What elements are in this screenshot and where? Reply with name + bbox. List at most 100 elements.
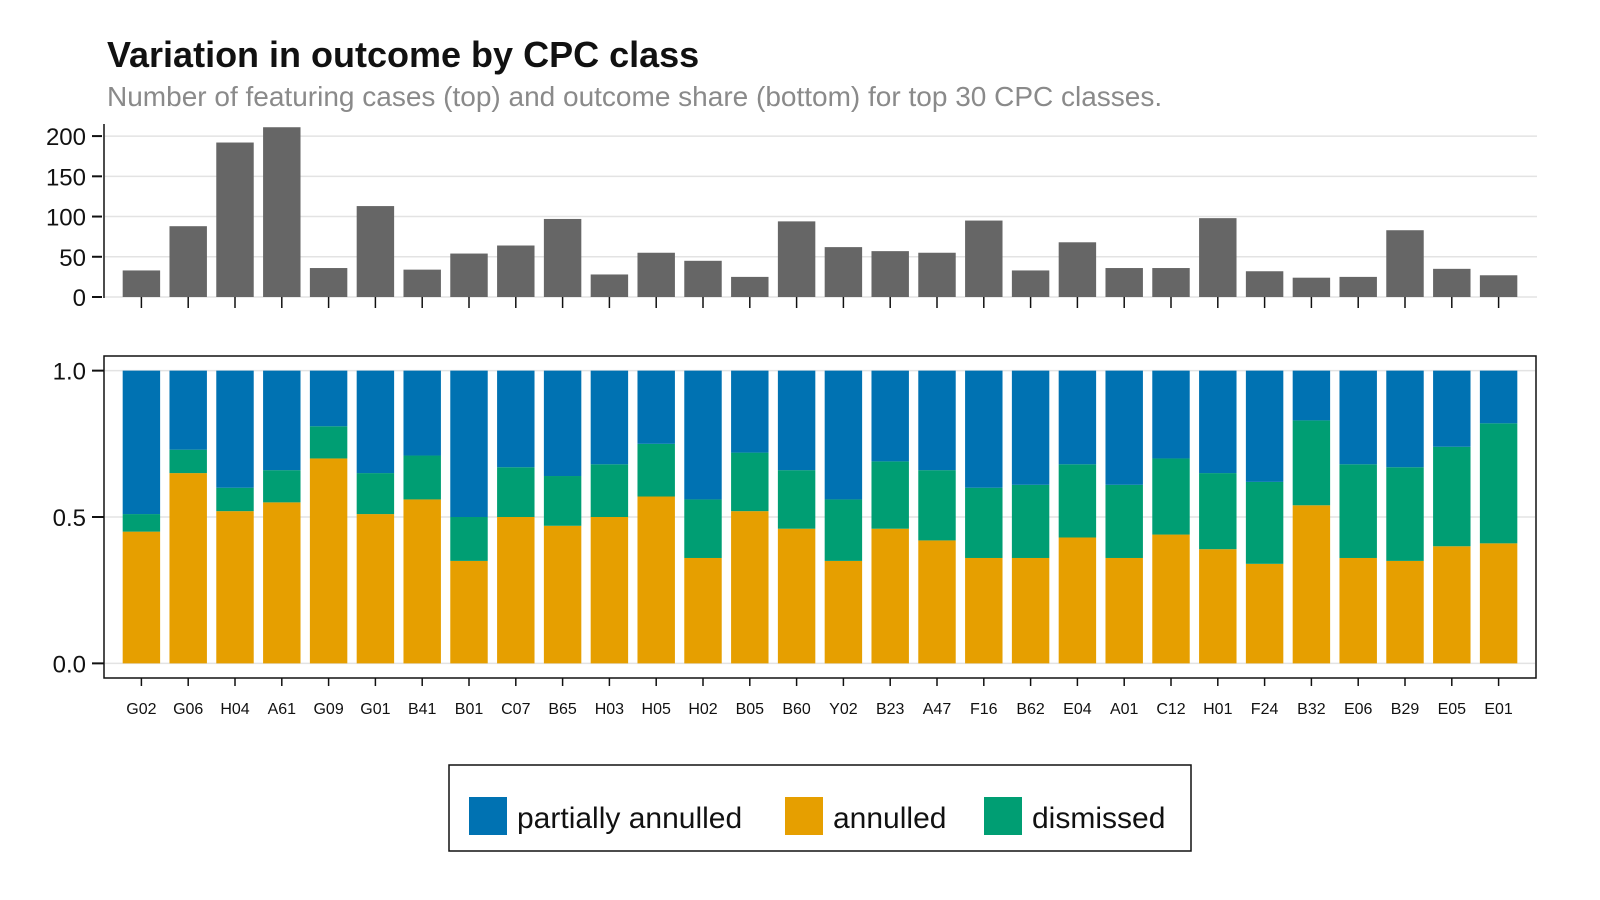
count-bar-B23 xyxy=(871,251,909,297)
count-bar-B01 xyxy=(450,253,488,297)
share-bar-dismissed-B05 xyxy=(731,452,769,512)
share-bar-annulled-C07 xyxy=(497,517,535,664)
share-bar-partially-annulled-F16 xyxy=(965,370,1003,488)
x-tick-label-G01: G01 xyxy=(360,701,390,718)
count-bar-Y02 xyxy=(824,247,863,297)
top-panel: 0 50 100 150 200 xyxy=(46,124,1537,312)
share-bar-partially-annulled-G06 xyxy=(169,370,207,450)
share-bar-annulled-H05 xyxy=(637,496,675,664)
share-bar-dismissed-F24 xyxy=(1245,481,1284,564)
legend: partially annulled annulled dismissed xyxy=(448,764,1192,852)
share-bar-dismissed-B32 xyxy=(1292,420,1331,506)
share-bar-dismissed-H01 xyxy=(1199,473,1237,550)
share-bar-annulled-B05 xyxy=(731,511,769,664)
count-bar-B60 xyxy=(777,221,816,297)
x-tick-label-B60: B60 xyxy=(782,701,811,718)
legend-label-partially-annulled: partially annulled xyxy=(517,802,742,835)
share-bar-annulled-G06 xyxy=(169,473,207,664)
share-bar-annulled-A61 xyxy=(263,502,301,664)
share-bar-partially-annulled-B41 xyxy=(403,370,441,456)
share-bar-partially-annulled-H01 xyxy=(1199,370,1237,474)
legend-swatch-annulled xyxy=(785,797,823,835)
share-bar-annulled-H02 xyxy=(684,557,722,664)
share-bar-annulled-G01 xyxy=(356,514,395,664)
x-tick-label-H04: H04 xyxy=(220,701,249,718)
bottom-panel: 0.0 0.5 1.0 G02 G06 H04 A61 G09 G01 B41 B01 C07 B65 H… xyxy=(53,355,1537,718)
share-bar-dismissed-G09 xyxy=(309,426,348,459)
x-tick-label-B65: B65 xyxy=(548,701,577,718)
share-bar-dismissed-G06 xyxy=(169,449,207,474)
x-tick-label-B05: B05 xyxy=(736,701,765,718)
share-bar-partially-annulled-B05 xyxy=(731,370,769,453)
count-bar-H02 xyxy=(684,260,722,297)
share-bar-partially-annulled-E04 xyxy=(1058,370,1097,465)
share-bar-partially-annulled-Y02 xyxy=(824,370,863,500)
share-bar-dismissed-A01 xyxy=(1105,484,1143,558)
share-bar-partially-annulled-B62 xyxy=(1011,370,1050,485)
count-bar-B62 xyxy=(1011,270,1050,297)
share-bar-annulled-G09 xyxy=(309,458,348,664)
share-bar-dismissed-Y02 xyxy=(824,499,863,561)
share-bar-dismissed-G01 xyxy=(356,473,395,515)
x-tick-label-H02: H02 xyxy=(688,701,717,718)
x-tick-label-E01: E01 xyxy=(1484,701,1513,718)
x-tick-label-B62: B62 xyxy=(1016,701,1045,718)
top-ytick-label: 200 xyxy=(46,124,86,151)
share-bar-partially-annulled-E05 xyxy=(1433,370,1471,447)
share-bar-annulled-E01 xyxy=(1479,543,1518,664)
x-tick-label-A01: A01 xyxy=(1110,701,1139,718)
share-bar-partially-annulled-C12 xyxy=(1152,370,1190,459)
share-bar-partially-annulled-C07 xyxy=(497,370,535,468)
share-bar-partially-annulled-E01 xyxy=(1479,370,1518,424)
bottom-frame xyxy=(103,355,1537,679)
count-bar-E06 xyxy=(1339,276,1377,297)
x-tick-label-B23: B23 xyxy=(876,701,905,718)
share-bar-annulled-B62 xyxy=(1011,557,1050,664)
share-bar-annulled-B41 xyxy=(403,499,441,664)
x-tick-label-F16: F16 xyxy=(970,701,998,718)
share-bar-partially-annulled-F24 xyxy=(1245,370,1284,482)
x-tick-label-B01: B01 xyxy=(455,701,484,718)
share-bar-dismissed-H05 xyxy=(637,443,675,497)
share-bar-dismissed-E05 xyxy=(1433,446,1471,547)
count-bar-A61 xyxy=(263,127,301,297)
count-bar-G06 xyxy=(169,226,207,297)
share-bar-annulled-H03 xyxy=(590,517,629,664)
legend-swatch-dismissed xyxy=(984,797,1022,835)
x-tick-label-B29: B29 xyxy=(1391,701,1420,718)
x-tick-label-C07: C07 xyxy=(501,701,530,718)
top-ytick-label: 50 xyxy=(59,245,86,272)
x-tick-label-E05: E05 xyxy=(1438,701,1467,718)
share-bar-partially-annulled-G02 xyxy=(122,370,161,515)
share-bar-dismissed-A61 xyxy=(263,470,301,503)
share-bar-partially-annulled-B32 xyxy=(1292,370,1331,421)
x-tick-label-B41: B41 xyxy=(408,701,437,718)
share-bar-annulled-H01 xyxy=(1199,549,1237,664)
count-bar-H01 xyxy=(1199,218,1237,297)
chart-subtitle: Number of featuring cases (top) and outc… xyxy=(107,81,1163,112)
count-bar-E05 xyxy=(1433,268,1471,297)
share-bar-annulled-E06 xyxy=(1339,557,1377,664)
share-bar-dismissed-H04 xyxy=(216,487,254,512)
share-bar-partially-annulled-H02 xyxy=(684,370,722,500)
x-tick-label-B32: B32 xyxy=(1297,701,1326,718)
share-bar-dismissed-B29 xyxy=(1386,467,1424,561)
share-bar-partially-annulled-B60 xyxy=(777,370,816,471)
share-bar-dismissed-B41 xyxy=(403,455,441,500)
share-bar-annulled-A01 xyxy=(1105,557,1143,664)
share-bar-dismissed-H02 xyxy=(684,499,722,558)
share-bar-dismissed-F16 xyxy=(965,487,1003,558)
x-tick-label-G02: G02 xyxy=(126,701,156,718)
count-bar-F24 xyxy=(1245,271,1284,297)
share-bar-partially-annulled-A01 xyxy=(1105,370,1143,485)
share-bar-annulled-B23 xyxy=(871,528,909,664)
share-bar-annulled-B65 xyxy=(543,525,582,664)
share-bar-dismissed-C12 xyxy=(1152,458,1190,535)
x-tick-label-G06: G06 xyxy=(173,701,203,718)
share-bar-annulled-B29 xyxy=(1386,560,1424,664)
chart-title: Variation in outcome by CPC class xyxy=(107,34,700,75)
count-bar-G02 xyxy=(122,270,161,297)
share-bar-dismissed-B01 xyxy=(450,517,488,561)
count-bar-A47 xyxy=(918,252,956,297)
share-bar-dismissed-H03 xyxy=(590,464,629,517)
